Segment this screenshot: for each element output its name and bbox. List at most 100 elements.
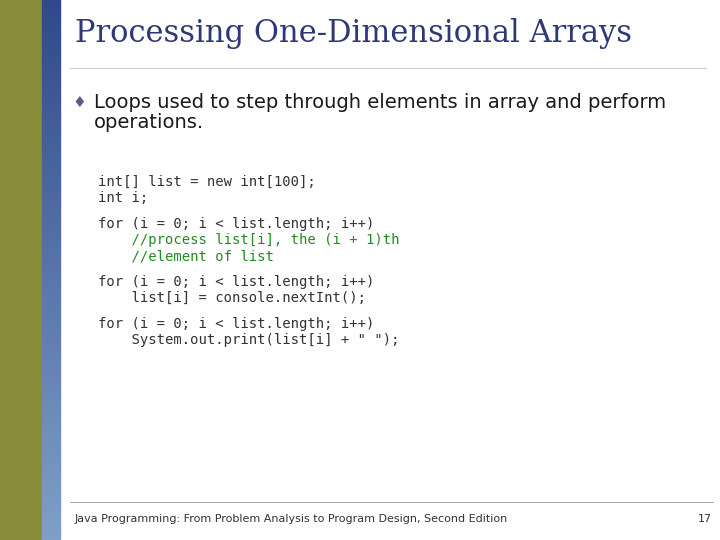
Text: //process list[i], the (i + 1)th: //process list[i], the (i + 1)th (98, 233, 400, 247)
Bar (42, 11, 60, 16)
Bar (42, 373, 60, 378)
Bar (42, 351, 60, 356)
Bar (42, 427, 60, 432)
Bar (42, 211, 60, 216)
Text: int[] list = new int[100];: int[] list = new int[100]; (98, 175, 316, 189)
Bar (42, 475, 60, 481)
Bar (42, 275, 60, 281)
Bar (42, 410, 60, 416)
Bar (42, 324, 60, 329)
Bar (42, 146, 60, 151)
Bar (42, 297, 60, 302)
Bar (42, 81, 60, 86)
Text: System.out.print(list[i] + " ");: System.out.print(list[i] + " "); (98, 333, 400, 347)
Bar (42, 308, 60, 313)
Bar (42, 184, 60, 189)
Text: Processing One-Dimensional Arrays: Processing One-Dimensional Arrays (75, 18, 632, 49)
Bar (42, 335, 60, 340)
Bar (42, 232, 60, 238)
Text: Loops used to step through elements in array and perform: Loops used to step through elements in a… (94, 93, 666, 112)
Bar (42, 5, 60, 11)
Bar (42, 508, 60, 513)
Bar (42, 367, 60, 373)
Text: list[i] = console.nextInt();: list[i] = console.nextInt(); (98, 291, 366, 305)
Bar (42, 470, 60, 475)
Bar (42, 292, 60, 297)
Bar (42, 151, 60, 157)
Bar (42, 464, 60, 470)
Bar (42, 167, 60, 173)
Bar (42, 270, 60, 275)
Bar (42, 378, 60, 383)
Bar (42, 400, 60, 405)
Text: for (i = 0; i < list.length; i++): for (i = 0; i < list.length; i++) (98, 317, 374, 331)
Bar (42, 281, 60, 286)
Bar (42, 140, 60, 146)
Bar (42, 92, 60, 97)
Bar (42, 421, 60, 427)
Bar (42, 265, 60, 270)
Bar (42, 302, 60, 308)
Bar (42, 130, 60, 135)
Bar (42, 221, 60, 227)
Bar (42, 329, 60, 335)
Text: 17: 17 (698, 514, 712, 524)
Bar (0, 0, 42, 540)
Bar (42, 97, 60, 103)
Bar (42, 394, 60, 400)
Bar (42, 49, 60, 54)
Bar (42, 254, 60, 259)
Bar (42, 502, 60, 508)
Bar (42, 286, 60, 292)
Bar (42, 194, 60, 200)
Text: Java Programming: From Problem Analysis to Program Design, Second Edition: Java Programming: From Problem Analysis … (75, 514, 508, 524)
Bar (42, 454, 60, 459)
Bar (42, 216, 60, 221)
Bar (42, 481, 60, 486)
Bar (42, 32, 60, 38)
Bar (42, 103, 60, 108)
Bar (42, 16, 60, 22)
Bar (42, 443, 60, 448)
Bar (42, 259, 60, 265)
Bar (42, 491, 60, 497)
Bar (42, 248, 60, 254)
Bar (42, 38, 60, 43)
Bar (42, 243, 60, 248)
Bar (42, 162, 60, 167)
Bar (42, 124, 60, 130)
Bar (42, 43, 60, 49)
Bar (42, 416, 60, 421)
Bar (42, 59, 60, 65)
Bar (42, 524, 60, 529)
Bar (42, 22, 60, 27)
Bar (42, 227, 60, 232)
Bar (42, 518, 60, 524)
Bar (42, 432, 60, 437)
Bar (42, 135, 60, 140)
Bar (42, 157, 60, 162)
Bar (42, 238, 60, 243)
Bar (42, 313, 60, 319)
Bar (42, 0, 60, 5)
Bar (42, 173, 60, 178)
Bar (42, 362, 60, 367)
Bar (42, 27, 60, 32)
Text: int i;: int i; (98, 191, 148, 205)
Bar (42, 205, 60, 211)
Bar (42, 70, 60, 76)
Bar (42, 486, 60, 491)
Bar (42, 113, 60, 119)
Bar (42, 65, 60, 70)
Bar (42, 513, 60, 518)
Text: //element of list: //element of list (98, 249, 274, 263)
Bar (42, 108, 60, 113)
Text: for (i = 0; i < list.length; i++): for (i = 0; i < list.length; i++) (98, 217, 374, 231)
Text: ♦: ♦ (72, 95, 86, 110)
Bar (42, 119, 60, 124)
Bar (42, 529, 60, 535)
Text: operations.: operations. (94, 113, 204, 132)
Bar (42, 319, 60, 324)
Bar (42, 383, 60, 389)
Bar (42, 178, 60, 184)
